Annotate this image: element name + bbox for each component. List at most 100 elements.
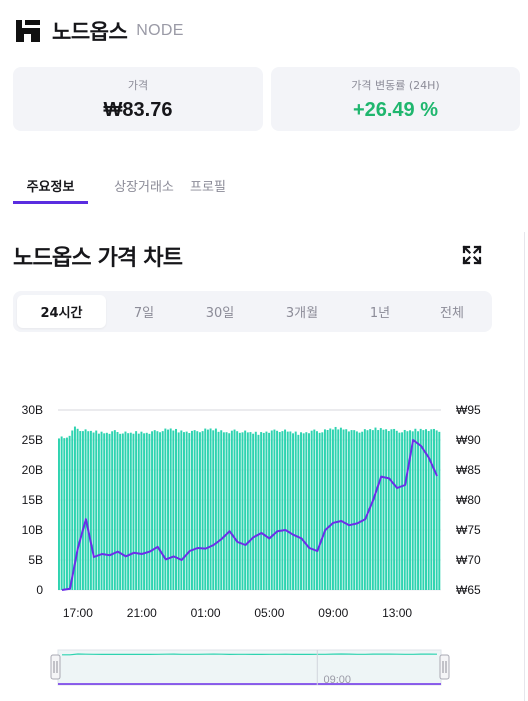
volume-bar (422, 430, 425, 590)
volume-bar (363, 429, 366, 590)
volume-bar (393, 428, 396, 590)
volume-bar (252, 433, 255, 590)
volume-bar (249, 432, 252, 590)
volume-bar (177, 432, 180, 590)
volume-bar (116, 432, 119, 590)
volume-bar (358, 432, 361, 590)
coin-symbol: NODE (136, 22, 184, 39)
x-tick-label: 01:00 (191, 606, 221, 620)
volume-bar (353, 430, 356, 590)
volume-bar (87, 431, 90, 590)
volume-bar (331, 429, 334, 590)
volume-bar (137, 433, 140, 590)
volume-bar (435, 430, 438, 590)
y-left-tick-label: 15B (22, 493, 43, 507)
volume-bar (262, 432, 265, 590)
volume-bar (222, 432, 225, 590)
volume-bar (228, 433, 231, 590)
change-label: 가격 변동률 (24H) (351, 79, 440, 92)
volume-bar (105, 432, 108, 590)
volume-bar (385, 429, 388, 590)
volume-bar (334, 426, 337, 590)
chart-section-title: 노드옵스 가격 차트 (13, 246, 183, 271)
y-left-tick-label: 0 (36, 583, 43, 597)
volume-bar (329, 428, 332, 590)
volume-bar (113, 430, 116, 590)
volume-bar (315, 431, 318, 590)
price-label: 가격 (127, 79, 149, 92)
volume-bar (63, 438, 66, 590)
volume-bar (414, 428, 417, 590)
volume-bar (273, 429, 276, 590)
tab-main-info[interactable]: 주요정보 (13, 168, 88, 204)
y-right-tick-label: ₩80 (456, 493, 481, 507)
range-1y[interactable]: 1년 (369, 306, 391, 321)
volume-bar (198, 432, 201, 590)
volume-bar (225, 432, 228, 590)
volume-bar (244, 430, 247, 590)
volume-bar (427, 431, 430, 590)
y-left-tick-label: 25B (22, 433, 43, 447)
volume-bar (337, 429, 340, 590)
volume-bar (206, 429, 209, 590)
range-7d[interactable]: 7일 (133, 306, 155, 321)
x-tick-label: 17:00 (63, 606, 93, 620)
volume-bar (73, 426, 76, 590)
volume-bar (305, 432, 308, 590)
fullscreen-icon[interactable] (461, 244, 483, 266)
volume-bar (409, 430, 412, 590)
range-all[interactable]: 전체 (440, 306, 464, 321)
volume-bar (284, 429, 287, 590)
volume-bar (302, 433, 305, 590)
volume-bar (411, 431, 414, 590)
volume-bar (196, 431, 199, 590)
volume-bar (323, 429, 326, 590)
volume-bar (417, 431, 420, 590)
y-right-tick-label: ₩85 (456, 463, 481, 477)
volume-bar (379, 428, 382, 590)
volume-bar (292, 433, 295, 590)
volume-bar (156, 431, 159, 590)
volume-bar (254, 431, 257, 590)
volume-bar (318, 432, 321, 590)
volume-bar (406, 431, 409, 590)
info-tabs: 주요정보 상장거래소 프로필 (13, 168, 528, 204)
volume-bar (260, 432, 263, 590)
volume-bar (164, 428, 167, 590)
volume-bar (387, 431, 390, 590)
volume-bar (246, 432, 249, 590)
navigator-handle-right[interactable] (439, 654, 450, 680)
range-3m[interactable]: 3개월 (285, 306, 319, 321)
volume-bar (183, 432, 185, 590)
volume-bar (310, 430, 313, 590)
volume-bar (76, 428, 79, 590)
volume-bar (103, 433, 106, 590)
volume-bar (180, 430, 183, 590)
volume-bar (65, 437, 68, 590)
volume-bar (60, 436, 63, 590)
volume-bar (390, 429, 393, 590)
volume-bar (143, 433, 146, 590)
price-chart[interactable]: 30B 25B 20B 15B 10B 5B 0 ₩95 ₩90 ₩85 ₩80 ₩75 ₩70 ₩65 1… (0, 395, 528, 701)
volume-bar (111, 431, 114, 590)
tab-profile[interactable]: 프로필 (190, 180, 226, 195)
tab-exchanges[interactable]: 상장거래소 (114, 180, 174, 195)
price-line (61, 439, 438, 591)
volume-bar (209, 428, 212, 590)
volume-bar (121, 433, 124, 590)
volume-bar (97, 433, 100, 590)
volume-bar (135, 431, 138, 590)
volume-bar (395, 430, 398, 590)
coin-header: 노드옵스 NODE (14, 16, 184, 46)
volume-bar (398, 432, 401, 590)
y-right-tick-label: ₩70 (456, 553, 481, 567)
time-range-selector: 24시간 7일 30일 3개월 1년 전체 (13, 291, 492, 332)
range-30d[interactable]: 30일 (205, 306, 235, 321)
volume-bar (151, 431, 154, 590)
change-value: +26.49 % (352, 99, 439, 121)
range-24h[interactable]: 24시간 (17, 295, 106, 328)
navigator-handle-left[interactable] (50, 654, 61, 680)
volume-bar (276, 430, 279, 590)
volume-bar (159, 432, 162, 590)
y-left-tick-label: 10B (22, 523, 43, 537)
